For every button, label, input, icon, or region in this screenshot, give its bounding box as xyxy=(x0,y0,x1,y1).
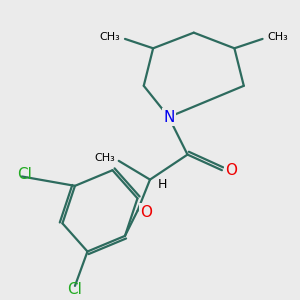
Text: Cl: Cl xyxy=(68,281,82,296)
Text: N: N xyxy=(163,110,174,124)
Text: O: O xyxy=(140,205,152,220)
Text: CH₃: CH₃ xyxy=(100,32,120,42)
Text: O: O xyxy=(225,163,237,178)
Text: H: H xyxy=(158,178,167,191)
Text: CH₃: CH₃ xyxy=(95,153,116,163)
Text: Cl: Cl xyxy=(17,167,32,182)
Text: CH₃: CH₃ xyxy=(267,32,288,42)
